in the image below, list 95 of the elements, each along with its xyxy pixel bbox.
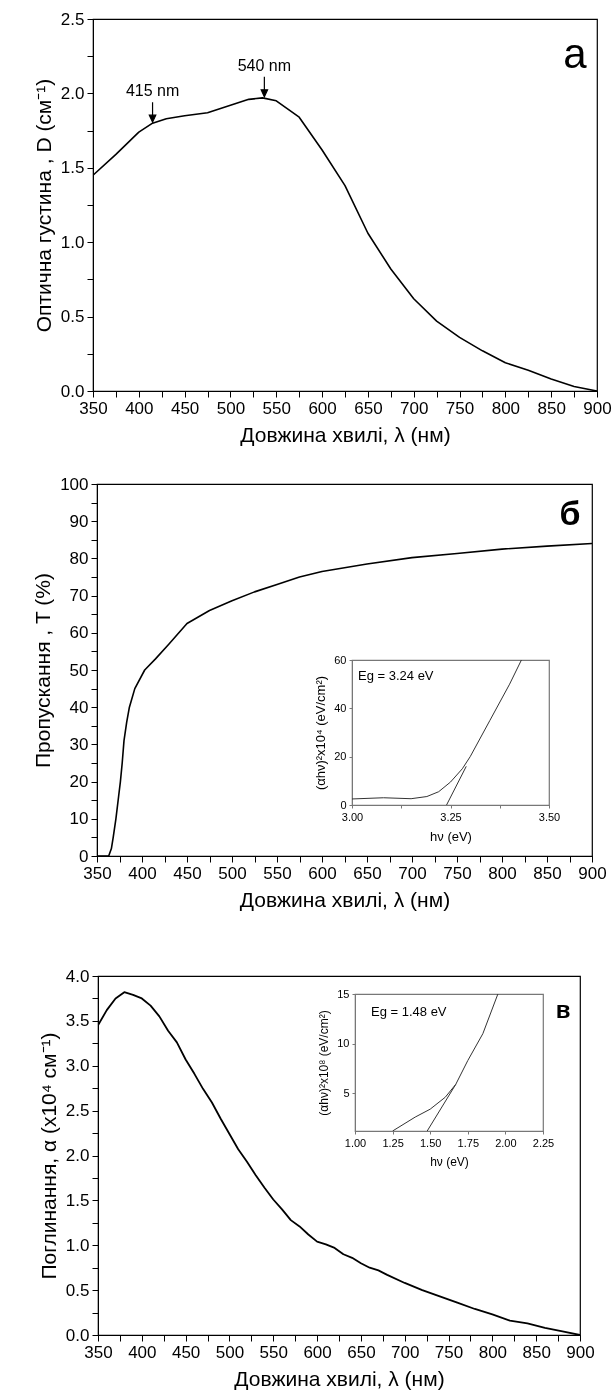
y-tick-label: 80	[69, 548, 89, 568]
y-tick-label: 2.0	[65, 1146, 90, 1165]
x-tick-label: 700	[400, 398, 429, 418]
x-axis-title: Довжина хвилі, λ (нм)	[234, 1366, 445, 1390]
x-tick-label: 750	[434, 1342, 464, 1362]
x-tick-label: 500	[218, 863, 247, 883]
x-tick-label: 3.50	[538, 810, 561, 823]
y-tick-label: 0	[340, 798, 347, 811]
y-tick-label: 1.0	[65, 1235, 90, 1255]
y-tick-label: 70	[69, 586, 89, 606]
x-tick-label: 550	[262, 398, 291, 418]
y-tick-label: 90	[69, 511, 89, 531]
x-tick-label: 800	[478, 1342, 508, 1362]
x-tick-label: 1.00	[344, 1136, 367, 1149]
y-axis-title: Поглинання, α (x10⁴ см⁻¹)	[36, 1032, 60, 1280]
x-tick-label: 750	[443, 863, 472, 883]
y-tick-label: 0	[79, 846, 89, 866]
x-tick-label: 400	[125, 398, 154, 418]
y-tick-label: 5	[343, 1086, 350, 1099]
x-tick-label: 850	[533, 863, 562, 883]
y-tick-label: 60	[69, 623, 89, 643]
y-tick-label: 40	[334, 701, 347, 714]
x-tick-label: 650	[347, 1342, 376, 1362]
annotation: 415 nm	[125, 82, 180, 100]
x-tick-label: 400	[128, 1342, 157, 1362]
annotation: в	[555, 996, 571, 1023]
y-tick-label: 20	[69, 772, 89, 792]
x-tick-label: 1.75	[457, 1136, 480, 1149]
y-tick-label: 2.0	[60, 83, 85, 103]
x-tick-label: 550	[259, 1342, 288, 1362]
y-tick-label: 30	[69, 734, 89, 754]
y-tick-label: 3.0	[65, 1056, 90, 1076]
y-tick-label: 10	[337, 1037, 350, 1050]
x-tick-label: 350	[84, 1342, 113, 1362]
x-tick-label: 2.25	[532, 1136, 555, 1149]
x-tick-label: 650	[353, 863, 382, 883]
x-tick-label: 350	[83, 863, 112, 883]
y-tick-label: 100	[60, 474, 89, 494]
x-tick-label: 1.25	[382, 1136, 404, 1149]
x-tick-label: 900	[566, 1342, 595, 1362]
y-tick-label: 10	[69, 809, 89, 829]
y-tick-label: 50	[69, 660, 89, 680]
y-tick-label: 1.0	[60, 232, 85, 252]
y-tick-label: 0.0	[60, 381, 85, 401]
x-tick-label: 500	[215, 1342, 245, 1362]
x-tick-label: 900	[583, 398, 612, 418]
y-tick-label: 1.5	[65, 1190, 90, 1210]
x-tick-label: 900	[578, 863, 607, 883]
x-axis-title: Довжина хвилі, λ (нм)	[240, 422, 451, 446]
annotation: а	[563, 30, 588, 77]
y-tick-label: 2.5	[60, 9, 85, 29]
annotation: б	[559, 494, 581, 532]
x-tick-label: 500	[216, 398, 246, 418]
x-tick-label: 600	[308, 863, 337, 883]
x-tick-label: 550	[263, 863, 292, 883]
x-tick-label: 700	[391, 1342, 420, 1362]
y-tick-label: 40	[69, 697, 89, 717]
y-tick-label: 2.5	[65, 1101, 90, 1121]
y-tick-label: 4.0	[65, 966, 90, 986]
annotation: Eg = 1.48 eV	[371, 1004, 447, 1019]
y-axis-title: Пропускання , T (%)	[31, 573, 55, 768]
x-axis-title: hν (eV)	[430, 1154, 469, 1169]
x-tick-label: 800	[488, 863, 517, 883]
x-tick-label: 650	[354, 398, 383, 418]
x-tick-label: 3.00	[341, 810, 364, 823]
x-tick-label: 800	[491, 398, 521, 418]
x-tick-label: 850	[522, 1342, 551, 1362]
x-axis-title: hν (eV)	[430, 828, 472, 844]
y-tick-label: 0.0	[65, 1325, 90, 1345]
x-tick-label: 450	[170, 398, 200, 418]
y-tick-label: 60	[334, 653, 347, 666]
x-tick-label: 3.25	[440, 810, 462, 823]
y-tick-label: 0.5	[60, 307, 85, 327]
y-tick-label: 3.5	[65, 1011, 90, 1031]
x-tick-label: 600	[308, 398, 337, 418]
y-axis-title: Оптична густина , D (см⁻¹)	[31, 78, 55, 333]
x-tick-label: 1.50	[419, 1136, 442, 1149]
x-tick-label: 750	[445, 398, 475, 418]
y-axis-title: (αhν)²x10⁸ (eV/cm²)	[317, 1010, 332, 1116]
annotation: Eg = 3.24 eV	[358, 668, 434, 683]
x-tick-label: 350	[79, 398, 108, 418]
y-tick-label: 0.5	[65, 1280, 90, 1300]
x-tick-label: 850	[537, 398, 566, 418]
x-tick-label: 400	[128, 863, 157, 883]
x-axis-title: Довжина хвилі, λ (нм)	[239, 887, 451, 911]
y-tick-label: 1.5	[60, 158, 85, 178]
annotation: 540 nm	[237, 56, 292, 74]
y-axis-title: (αhν)²x10⁴ (eV/cm²)	[313, 675, 329, 791]
y-tick-label: 20	[334, 750, 347, 763]
x-tick-label: 450	[171, 1342, 201, 1362]
y-tick-label: 15	[337, 987, 350, 1000]
x-tick-label: 600	[303, 1342, 332, 1362]
x-tick-label: 450	[173, 863, 202, 883]
x-tick-label: 700	[398, 863, 427, 883]
x-tick-label: 2.00	[495, 1136, 517, 1149]
